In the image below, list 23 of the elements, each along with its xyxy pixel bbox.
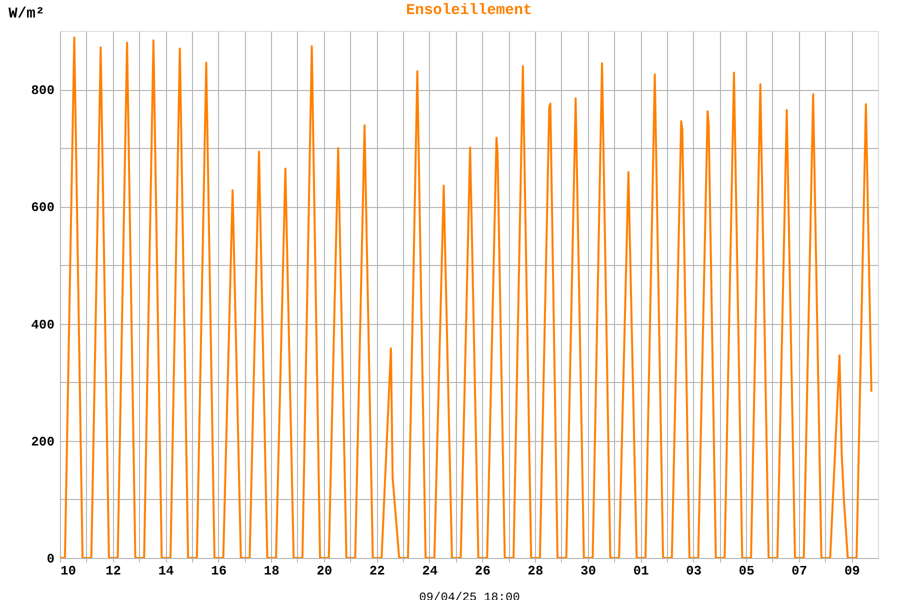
- x-tick-label: 18: [264, 564, 280, 578]
- x-tick-label: 22: [369, 564, 386, 578]
- x-tick-label: 16: [211, 564, 227, 578]
- y-tick-label: 200: [31, 434, 55, 450]
- chart-title: Ensoleillement: [406, 2, 532, 19]
- x-tick-label: 01: [633, 564, 650, 578]
- x-tick-label: 12: [105, 564, 122, 578]
- x-tick-label: 30: [580, 564, 596, 578]
- x-tick-label: 24: [422, 564, 438, 578]
- x-tick-label: 20: [316, 564, 332, 578]
- x-tick-label: 10: [60, 564, 76, 578]
- y-tick-label: 800: [31, 83, 55, 98]
- x-tick-label: 26: [474, 564, 491, 578]
- y-tick-label: 0: [46, 552, 55, 566]
- y-axis-title: W/m²: [8, 6, 45, 22]
- y-tick-label: 600: [31, 200, 55, 216]
- x-tick-label: 05: [738, 564, 755, 578]
- x-tick-label: 28: [528, 564, 544, 578]
- x-tick-label: 09: [844, 564, 860, 578]
- y-tick-label: 400: [31, 317, 55, 332]
- x-tick-label: 03: [686, 564, 702, 578]
- x-tick-label: 07: [792, 564, 808, 578]
- x-tick-label: 14: [158, 564, 174, 578]
